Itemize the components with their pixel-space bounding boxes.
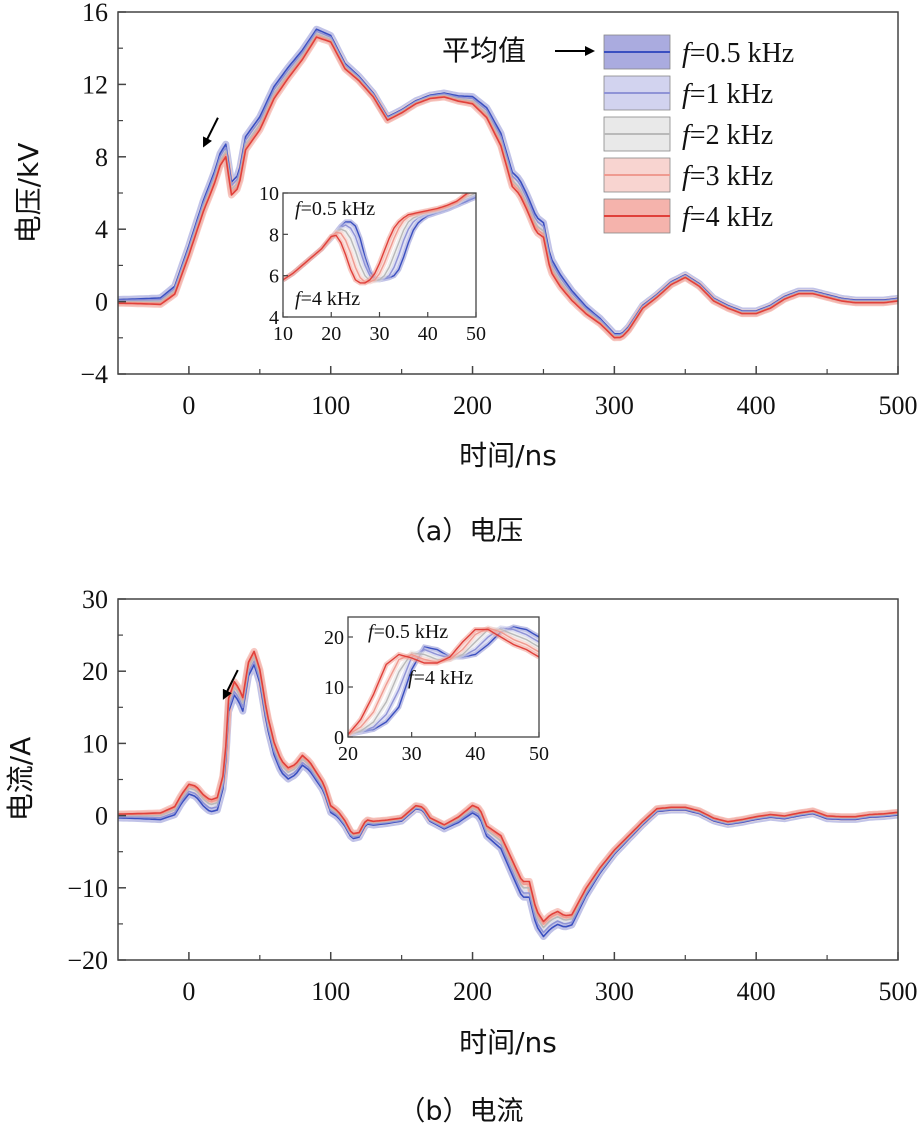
current-onset-arrow [222, 669, 239, 700]
voltage-onset-arrow [203, 117, 219, 148]
voltage-xlabel: 时间/ns [459, 439, 557, 472]
inset-line-5 [283, 193, 469, 284]
y-tick-label: 20 [82, 657, 108, 686]
x-tick-label: 100 [311, 391, 350, 420]
y-tick-label: 0 [95, 288, 108, 317]
current-inset-frame [347, 616, 540, 738]
inset-y-tick-label: 4 [269, 307, 279, 329]
y-tick-label: 10 [82, 729, 108, 758]
y-tick-label: 0 [95, 802, 108, 831]
y-tick-label: −4 [80, 360, 108, 389]
y-tick-label: 12 [82, 70, 108, 99]
inset-y-tick-label: 8 [269, 224, 279, 246]
x-tick-label: 0 [182, 391, 195, 420]
current-inset: 20 30 40 50 0 10 20 f=0.5 kHz f=4 kHz [324, 616, 549, 765]
y-tick-label: −10 [67, 874, 108, 903]
y-tick-label: 4 [95, 215, 108, 244]
inset-x-tick-label: 50 [529, 743, 549, 765]
y-tick-label: 8 [95, 143, 108, 172]
series-line-3 [118, 32, 898, 337]
x-tick-label: 400 [737, 391, 776, 420]
inset-y-tick-label: 10 [259, 183, 279, 205]
y-tick-label: 30 [82, 585, 108, 614]
voltage-legend: 平均值 f=0.5 kHz f=1 kHz f=2 kHz f=3 kHz f=4 kH… [442, 34, 794, 234]
legend-label-1: f=0.5 kHz [682, 38, 794, 69]
current-inset-note-bottom: f=4 kHz [408, 667, 473, 689]
legend-mean-label: 平均值 [442, 34, 526, 67]
legend-label-3: f=2 kHz [682, 120, 773, 151]
inset-x-tick-label: 50 [466, 323, 486, 345]
x-tick-label: 300 [595, 391, 634, 420]
x-tick-label: 500 [879, 977, 918, 1006]
series-line-5 [118, 36, 898, 339]
inset-y-tick-label: 20 [324, 627, 344, 649]
voltage-panel: 0 100 200 300 400 500 −4 0 4 8 12 16 电压/kV 时间/ns （a… [12, 0, 918, 547]
y-tick-label: 16 [82, 0, 108, 27]
inset-x-tick-label: 40 [465, 743, 485, 765]
legend-label-2: f=1 kHz [682, 79, 773, 110]
legend-label-4: f=3 kHz [682, 161, 773, 192]
inset-x-tick-label: 20 [338, 743, 358, 765]
series-line-5 [118, 650, 898, 923]
x-tick-label: 300 [595, 977, 634, 1006]
inset-x-tick-label: 40 [418, 323, 438, 345]
inset-y-tick-label: 0 [334, 727, 344, 749]
current-ylabel: 电流/A [4, 737, 37, 822]
inset-x-tick-label: 30 [402, 743, 422, 765]
current-caption: （b）电流 [398, 1096, 523, 1127]
inset-y-tick-label: 6 [269, 266, 279, 288]
inset-x-tick-label: 20 [321, 323, 341, 345]
voltage-ylabel: 电压/kV [12, 143, 45, 244]
voltage-caption: （a）电压 [399, 516, 524, 547]
current-xlabel: 时间/ns [459, 1026, 557, 1059]
x-tick-label: 100 [311, 977, 350, 1006]
x-tick-label: 200 [453, 391, 492, 420]
voltage-inset-note-bottom: f=4 kHz [295, 288, 360, 310]
voltage-inset: 10 20 30 40 50 4 6 8 10 f=0.5 kHz f=4 kHz [259, 183, 486, 345]
current-inset-note-top: f=0.5 kHz [368, 621, 448, 643]
legend-label-5: f=4 kHz [682, 202, 773, 233]
x-tick-label: 200 [453, 977, 492, 1006]
x-tick-label: 400 [737, 977, 776, 1006]
x-tick-label: 0 [182, 977, 195, 1006]
inset-x-tick-label: 10 [273, 323, 293, 345]
y-tick-label: −20 [67, 946, 108, 975]
inset-line-5 [348, 628, 539, 735]
series-band-5 [118, 33, 898, 342]
x-tick-label: 500 [879, 391, 918, 420]
inset-line-2 [348, 627, 539, 736]
inset-x-tick-label: 30 [370, 323, 390, 345]
voltage-inset-note-top: f=0.5 kHz [295, 198, 375, 220]
inset-y-tick-label: 10 [324, 677, 344, 699]
